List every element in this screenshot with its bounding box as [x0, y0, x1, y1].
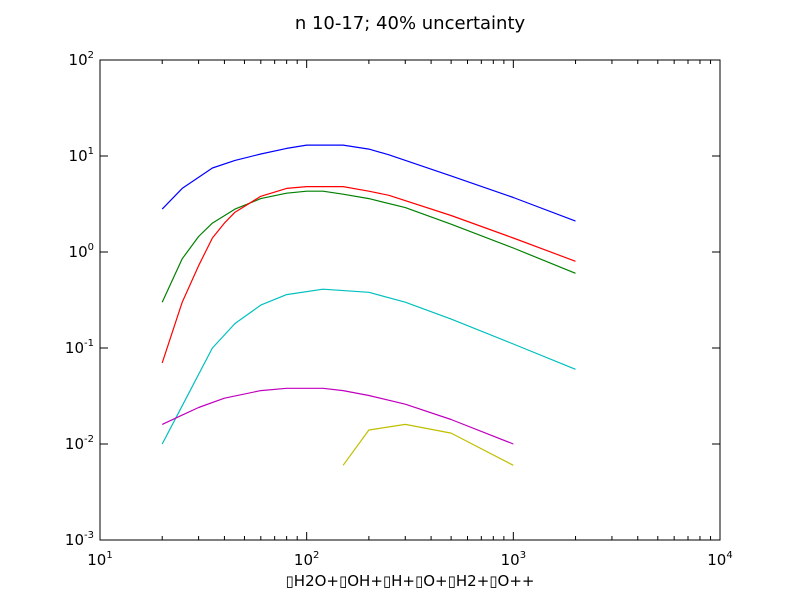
y-tick-label: 10-1	[65, 338, 94, 357]
y-tick-label-exponent: -1	[84, 338, 94, 349]
x-tick-label: 104	[707, 550, 732, 569]
y-tick-label-base: 10	[65, 435, 84, 453]
series-layer	[161, 144, 576, 466]
x-tick-label: 103	[501, 550, 526, 569]
x-tick-label-base: 10	[294, 551, 313, 569]
y-tick-label-base: 10	[65, 339, 84, 357]
y-tick-label-exponent: -3	[84, 530, 94, 541]
y-tick-label-base: 10	[69, 243, 88, 261]
x-tick-label-base: 10	[501, 551, 520, 569]
x-tick-label-exponent: 2	[313, 550, 319, 561]
series-line	[161, 144, 576, 222]
y-tick-label-base: 10	[69, 51, 88, 69]
y-tick-label-exponent: -2	[84, 434, 94, 445]
series-line	[161, 288, 576, 445]
x-tick-label-exponent: 4	[726, 550, 732, 561]
y-tick-label: 102	[69, 50, 94, 69]
y-tick-label: 10-3	[65, 530, 94, 549]
series-line	[161, 190, 576, 303]
y-tick-label-exponent: 2	[88, 50, 94, 61]
y-tick-label-exponent: 0	[88, 242, 94, 253]
y-tick-label: 100	[69, 242, 94, 261]
y-tick-label-base: 10	[65, 531, 84, 549]
y-tick-label: 10-2	[65, 434, 94, 453]
x-axis-label: ▯H2O+▯OH+▯H+▯O+▯H2+▯O++	[286, 572, 535, 590]
plot-frame	[99, 59, 721, 541]
x-tick-label: 102	[294, 550, 319, 569]
y-tick-label-exponent: 1	[88, 146, 94, 157]
plot-area	[100, 60, 720, 540]
x-tick-label-base: 10	[707, 551, 726, 569]
x-tick-label-exponent: 1	[106, 550, 112, 561]
y-tick-label-base: 10	[69, 147, 88, 165]
y-tick-label: 101	[69, 146, 94, 165]
x-tick-label-base: 10	[87, 551, 106, 569]
x-tick-label-exponent: 3	[520, 550, 526, 561]
chart-title: n 10-17; 40% uncertainty	[295, 13, 526, 34]
series-line	[342, 423, 514, 466]
series-line	[161, 186, 576, 364]
series-line	[161, 387, 514, 445]
x-tick-label: 101	[87, 550, 112, 569]
